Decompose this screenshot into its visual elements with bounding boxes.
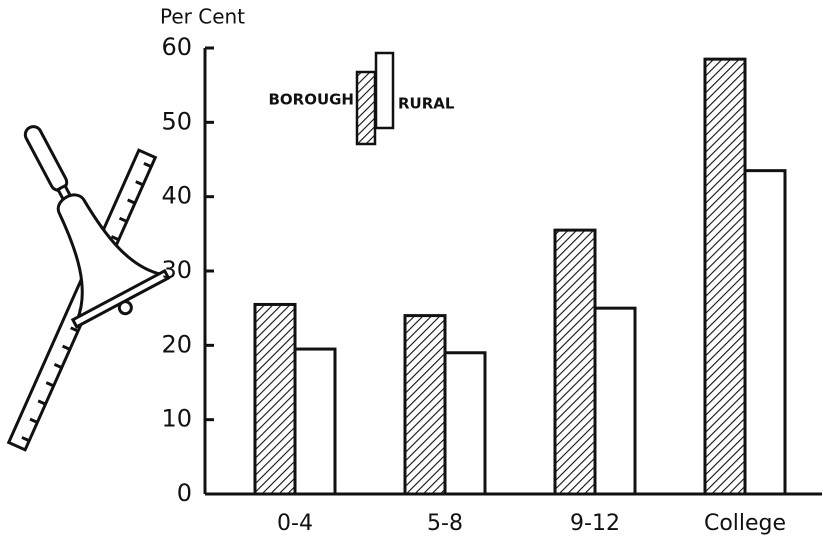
x-tick-label: 0-4 — [277, 511, 313, 536]
y-tick-label: 60 — [161, 33, 192, 61]
y-axis-label: Per Cent — [160, 5, 245, 29]
x-tick-label: College — [704, 511, 786, 536]
y-tick-label: 10 — [161, 405, 192, 433]
y-tick-label: 50 — [161, 107, 192, 135]
bar — [593, 306, 637, 496]
y-tick-label: 30 — [161, 256, 192, 284]
legend-swatch — [355, 70, 377, 146]
y-tick-label: 0 — [177, 479, 192, 507]
bar — [253, 302, 297, 496]
bar — [743, 169, 787, 496]
bar — [403, 314, 447, 496]
bar — [553, 228, 597, 496]
bar — [293, 347, 337, 496]
bell-illustration — [6, 125, 171, 452]
bar — [703, 57, 747, 496]
legend-swatch — [374, 51, 395, 130]
y-tick-label: 40 — [161, 182, 192, 210]
x-tick-label: 9-12 — [570, 511, 620, 536]
legend-label: BOROUGH — [268, 91, 354, 109]
legend-label: RURAL — [398, 95, 455, 113]
y-tick-label: 20 — [161, 330, 192, 358]
legend: BOROUGH RURAL — [268, 51, 455, 146]
x-tick-label: 5-8 — [427, 511, 463, 536]
bar — [443, 351, 487, 496]
